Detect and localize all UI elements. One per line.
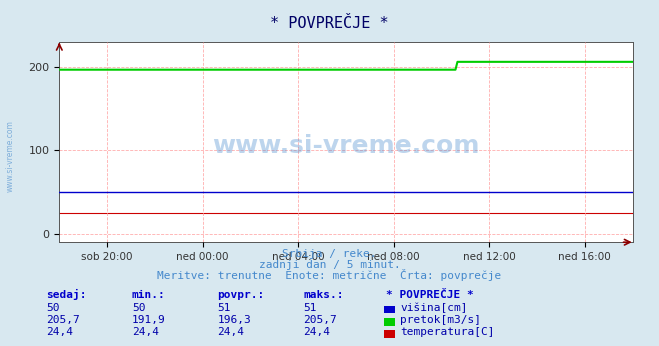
Text: 24,4: 24,4 <box>217 327 244 337</box>
Text: * POVPREČJE *: * POVPREČJE * <box>270 16 389 30</box>
Text: 51: 51 <box>217 303 231 313</box>
Text: 191,9: 191,9 <box>132 315 165 325</box>
Text: 205,7: 205,7 <box>46 315 80 325</box>
Text: www.si-vreme.com: www.si-vreme.com <box>212 134 480 158</box>
Text: * POVPREČJE *: * POVPREČJE * <box>386 290 473 300</box>
Text: Meritve: trenutne  Enote: metrične  Črta: povprečje: Meritve: trenutne Enote: metrične Črta: … <box>158 269 501 281</box>
Text: 51: 51 <box>303 303 316 313</box>
Text: višina[cm]: višina[cm] <box>400 302 467 313</box>
Text: 205,7: 205,7 <box>303 315 337 325</box>
Text: 50: 50 <box>132 303 145 313</box>
Text: sedaj:: sedaj: <box>46 289 86 300</box>
Text: temperatura[C]: temperatura[C] <box>400 327 494 337</box>
Text: zadnji dan / 5 minut.: zadnji dan / 5 minut. <box>258 260 401 270</box>
Text: www.si-vreme.com: www.si-vreme.com <box>5 120 14 192</box>
Text: 24,4: 24,4 <box>46 327 73 337</box>
Text: povpr.:: povpr.: <box>217 290 265 300</box>
Text: pretok[m3/s]: pretok[m3/s] <box>400 315 481 325</box>
Text: maks.:: maks.: <box>303 290 343 300</box>
Text: 196,3: 196,3 <box>217 315 251 325</box>
Text: 50: 50 <box>46 303 59 313</box>
Text: 24,4: 24,4 <box>303 327 330 337</box>
Text: 24,4: 24,4 <box>132 327 159 337</box>
Text: Srbija / reke.: Srbija / reke. <box>282 249 377 259</box>
Text: min.:: min.: <box>132 290 165 300</box>
